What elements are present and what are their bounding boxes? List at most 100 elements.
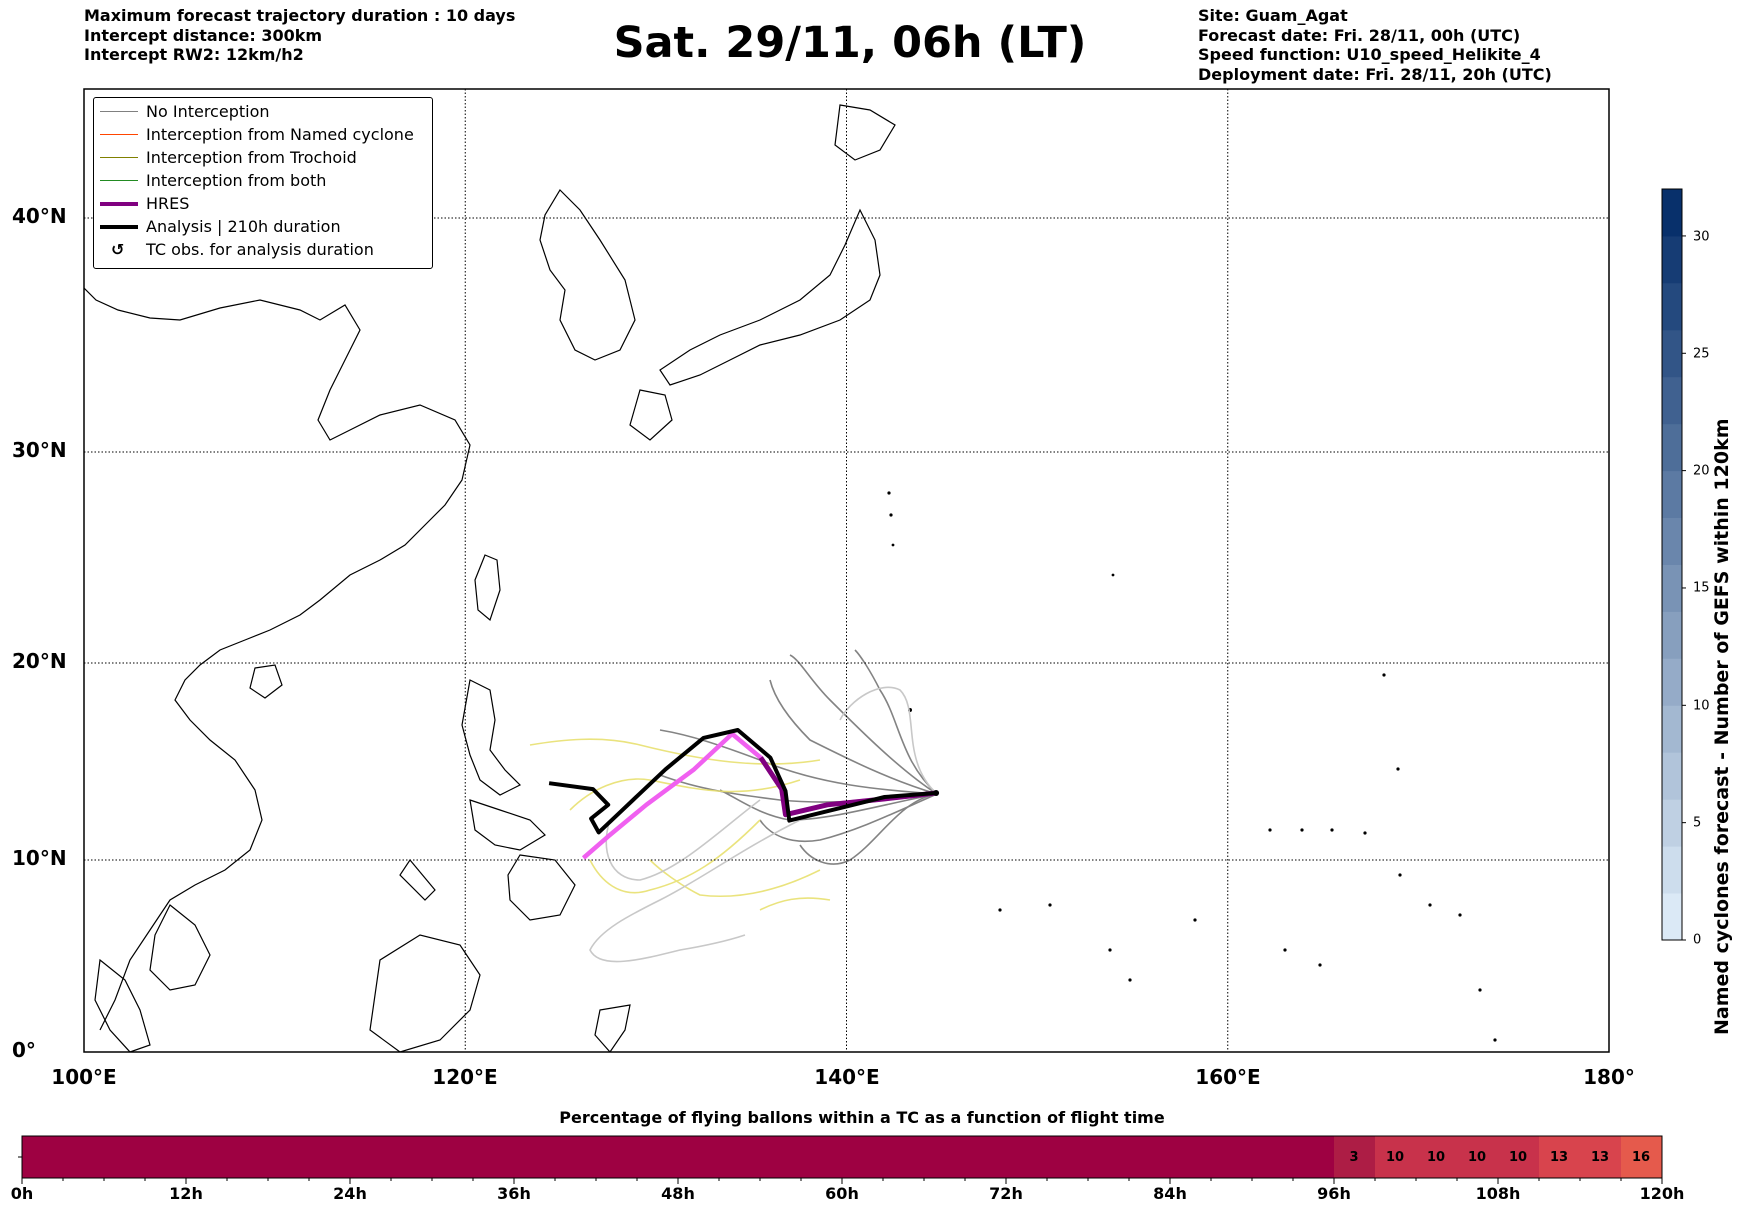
lat-tick-40: 40°N	[12, 204, 67, 228]
coast-mindanao	[507, 854, 576, 921]
coast-indochina	[149, 904, 211, 991]
flight-bar-cell	[1416, 1136, 1457, 1178]
colorbar-tick-0: 0	[1693, 932, 1702, 948]
flight-tick-108h: 108h	[1475, 1184, 1521, 1203]
header-intercept-rw2: Intercept RW2: 12km/h2	[84, 45, 304, 64]
legend-item-trochoid: Interception from Trochoid	[94, 147, 432, 169]
legend-item-tc-obs: ↺ TC obs. for analysis duration	[111, 240, 374, 259]
flight-cell-label: 10	[1385, 1150, 1405, 1165]
flight-bar-cell	[1580, 1136, 1621, 1178]
colorbar-segment	[1662, 470, 1682, 518]
legend-line-olive	[100, 157, 138, 158]
coast-asia-mainland	[84, 287, 471, 1031]
lon-tick-120: 120°E	[432, 1065, 498, 1089]
flight-tick-120h: 120h	[1639, 1184, 1685, 1203]
lon-tick-100: 100°E	[51, 1065, 117, 1089]
lon-tick-180: 180°	[1583, 1065, 1635, 1089]
coast-luzon	[461, 679, 522, 796]
lat-tick-10: 10°N	[12, 846, 67, 870]
coast-visayas	[469, 799, 546, 851]
legend-item-named-cyclone: Interception from Named cyclone	[94, 124, 432, 146]
flight-tick-84h: 84h	[1153, 1184, 1187, 1203]
colorbar	[1661, 188, 1686, 941]
flight-bar-cell	[1334, 1136, 1375, 1178]
tc-symbol-icon: ↺	[111, 240, 125, 259]
flight-time-bar	[18, 1135, 1663, 1184]
colorbar-segment	[1662, 282, 1682, 331]
colorbar-segment	[1662, 799, 1682, 847]
colorbar-tick-5: 5	[1693, 815, 1702, 831]
colorbar-segment	[1662, 611, 1682, 659]
header-deployment-date: Deployment date: Fri. 28/11, 20h (UTC)	[1198, 64, 1552, 84]
flight-cell-label: 3	[1349, 1150, 1359, 1165]
coast-malaysia	[94, 958, 151, 1052]
ensemble-trajectories-light	[589, 686, 938, 963]
coast-japan-hokkaido	[834, 104, 896, 161]
header-left-info: Maximum forecast trajectory duration : 1…	[84, 6, 515, 65]
header-duration: Maximum forecast trajectory duration : 1…	[84, 6, 516, 25]
header-right-info: Site: Guam_Agat Forecast date: Fri. 28/1…	[1198, 6, 1552, 84]
flight-cell-label: 10	[1426, 1150, 1446, 1165]
analysis-track	[548, 728, 937, 835]
lon-tick-140: 140°E	[814, 1065, 880, 1089]
colorbar-segment	[1662, 752, 1682, 800]
lat-tick-30: 30°N	[12, 438, 67, 462]
flight-bar-cell	[1498, 1136, 1539, 1178]
flight-cell-label: 16	[1631, 1150, 1651, 1165]
coastlines	[84, 104, 896, 1052]
flight-tick-60h: 60h	[825, 1184, 859, 1203]
flight-tick-36h: 36h	[497, 1184, 531, 1203]
colorbar-tick-25: 25	[1693, 346, 1710, 362]
lat-tick-0: 0°	[12, 1038, 36, 1062]
colorbar-segment	[1662, 235, 1682, 284]
flight-tick-12h: 12h	[169, 1184, 203, 1203]
colorbar-segment	[1662, 564, 1682, 612]
flight-cell-label: 10	[1467, 1150, 1487, 1165]
legend-line-black	[100, 225, 138, 229]
flight-bar-cell	[1539, 1136, 1580, 1178]
colorbar-segment	[1662, 376, 1682, 425]
colorbar-segment	[1662, 517, 1682, 565]
colorbar-frame	[1661, 188, 1683, 941]
colorbar-segment	[1662, 423, 1682, 472]
legend: No Interception Interception from Named …	[93, 97, 433, 269]
lon-tick-160: 160°E	[1195, 1065, 1261, 1089]
colorbar-label: Named cyclones forecast - Number of GEFS…	[1711, 418, 1733, 1035]
header-site: Site: Guam_Agat	[1198, 6, 1348, 25]
legend-item-no-interception: No Interception	[94, 101, 432, 123]
legend-line-orange	[100, 134, 138, 135]
legend-item-analysis: Analysis | 210h duration	[94, 216, 432, 238]
header-speed-function: Speed function: U10_speed_Helikite_4	[1198, 45, 1541, 64]
header-intercept-distance: Intercept distance: 300km	[84, 25, 323, 45]
colorbar-tick-15: 15	[1693, 580, 1710, 596]
flight-tick-48h: 48h	[661, 1184, 695, 1203]
flight-cell-label: 10	[1508, 1150, 1528, 1165]
flight-cell-label: 13	[1590, 1150, 1610, 1165]
flight-tick-0h: 0h	[10, 1184, 34, 1203]
flight-cell-label: 13	[1549, 1150, 1569, 1165]
colorbar-segment	[1662, 658, 1682, 706]
colorbar-segment	[1662, 189, 1682, 237]
flight-bar-cell	[1621, 1136, 1662, 1178]
flight-tick-96h: 96h	[1317, 1184, 1351, 1203]
flight-bar-title: Percentage of flying ballons within a TC…	[559, 1108, 1165, 1127]
legend-line-green	[100, 180, 138, 181]
legend-line-grey	[100, 111, 138, 112]
flight-tick-72h: 72h	[989, 1184, 1023, 1203]
header-forecast-date: Forecast date: Fri. 28/11, 00h (UTC)	[1198, 25, 1521, 45]
legend-item-hres: HRES	[94, 193, 432, 215]
colorbar-segment	[1662, 893, 1682, 941]
coast-sulawesi	[594, 1004, 631, 1052]
coast-japan-kyushu	[629, 389, 673, 441]
coast-palawan	[399, 858, 436, 901]
coast-japan-honshu	[659, 208, 881, 386]
legend-line-purple	[100, 202, 138, 206]
map-frame	[83, 88, 1610, 1053]
launch-site-marker	[933, 790, 940, 797]
colorbar-tick-10: 10	[1693, 698, 1710, 714]
flight-bar-cell	[1375, 1136, 1416, 1178]
flight-bar-cell	[1457, 1136, 1498, 1178]
coast-taiwan	[474, 554, 501, 622]
coast-hainan	[249, 664, 283, 699]
legend-item-both: Interception from both	[94, 170, 432, 192]
